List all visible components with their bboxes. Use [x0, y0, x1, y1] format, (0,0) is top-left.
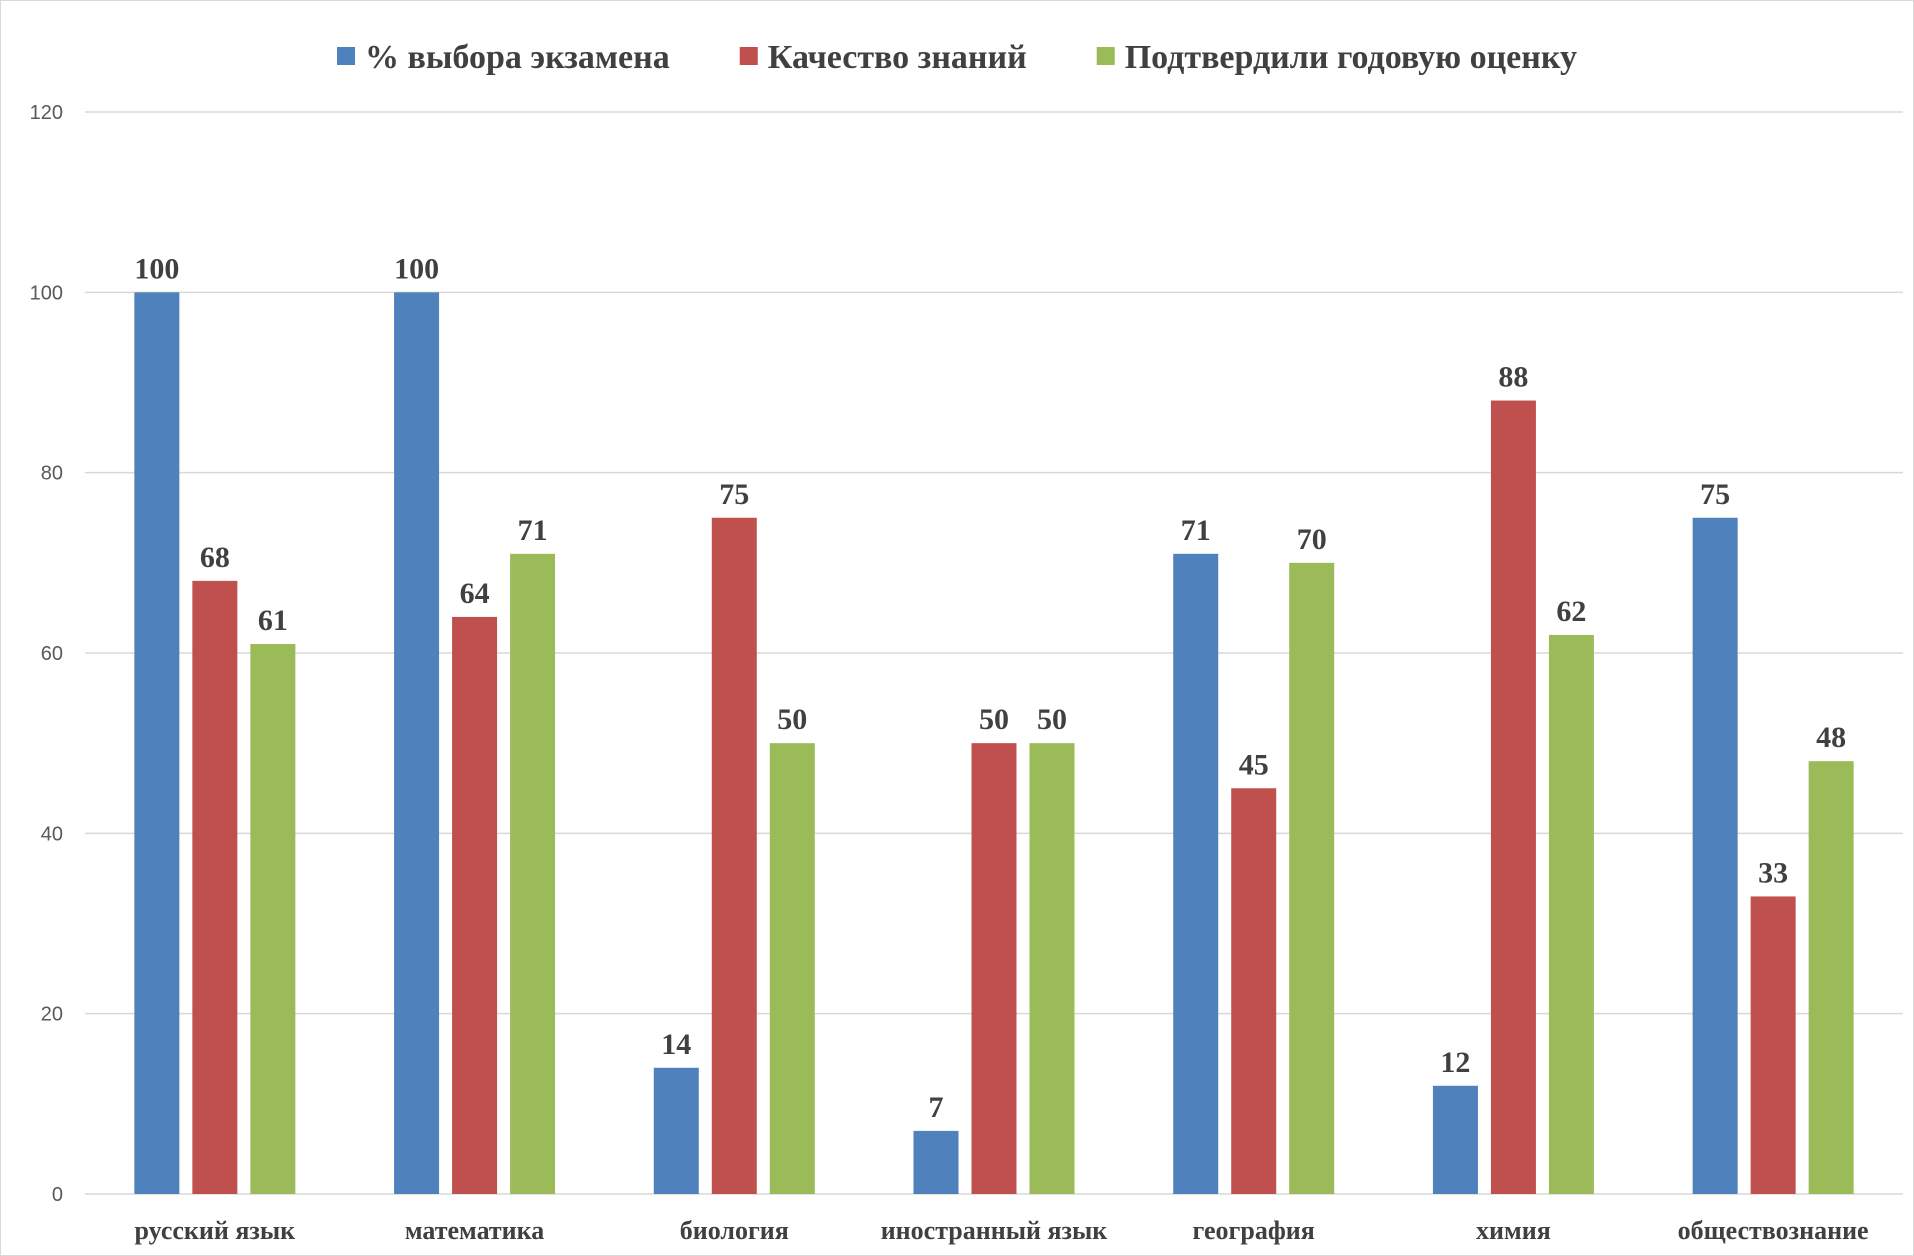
- bar: [1548, 634, 1594, 1194]
- y-tick-label: 80: [41, 463, 63, 485]
- bar: [250, 643, 296, 1194]
- data-label: 48: [1816, 721, 1846, 754]
- data-label: 88: [1498, 361, 1528, 394]
- bar: [1692, 517, 1738, 1194]
- x-axis: русский язык математика биология иностранны…: [135, 1216, 1869, 1245]
- data-labels: 100 68 61 100 64 71 14 75 50 7 50 50 71 45 70 12 88 62 75 3…: [134, 252, 1846, 1124]
- x-category-label: обществознание: [1678, 1216, 1869, 1245]
- y-tick-label: 20: [41, 1004, 63, 1026]
- bar: [394, 292, 440, 1194]
- data-label: 61: [258, 604, 288, 637]
- bar: [1750, 896, 1796, 1194]
- y-tick-label: 60: [41, 643, 63, 665]
- legend: % выбора экзамена Качество знаний Подтверд…: [337, 39, 1577, 76]
- legend-item: % выбора экзамена: [337, 39, 670, 76]
- data-label: 12: [1440, 1046, 1470, 1079]
- legend-swatch: [337, 47, 356, 65]
- legend-swatch: [1096, 47, 1115, 65]
- y-tick-label: 0: [52, 1184, 63, 1206]
- legend-item: Качество знаний: [739, 39, 1027, 76]
- legend-item: Подтвердили годовую оценку: [1096, 39, 1577, 76]
- legend-label: Подтвердили годовую оценку: [1125, 39, 1577, 76]
- data-label: 7: [929, 1091, 944, 1124]
- bar: [1029, 743, 1075, 1194]
- data-label: 100: [134, 252, 179, 285]
- bar: [711, 517, 757, 1194]
- x-category-label: русский язык: [135, 1216, 296, 1245]
- legend-label: Качество знаний: [768, 39, 1027, 76]
- legend-label: % выбора экзамена: [365, 39, 670, 76]
- data-label: 50: [979, 703, 1009, 736]
- bar: [192, 580, 238, 1194]
- bar: [913, 1130, 959, 1194]
- bar: [452, 616, 498, 1194]
- data-label: 45: [1239, 748, 1269, 781]
- y-tick-label: 120: [30, 102, 63, 124]
- legend-swatch: [739, 47, 758, 65]
- bar: [769, 743, 815, 1194]
- data-label: 64: [460, 577, 490, 610]
- data-label: 50: [777, 703, 807, 736]
- bars: [134, 292, 1854, 1194]
- x-category-label: география: [1193, 1216, 1315, 1245]
- y-axis: 0 20 40 60 80 100 120: [30, 102, 63, 1206]
- bar: [1808, 761, 1854, 1194]
- bar: [510, 553, 556, 1194]
- data-label: 70: [1297, 523, 1327, 556]
- bar: [971, 743, 1017, 1194]
- bar: [1490, 400, 1536, 1194]
- data-label: 62: [1556, 595, 1586, 628]
- data-label: 68: [200, 541, 230, 574]
- x-category-label: биология: [680, 1216, 789, 1245]
- data-label: 75: [719, 478, 749, 511]
- bar: [1231, 788, 1277, 1194]
- data-label: 100: [394, 252, 439, 285]
- x-category-label: иностранный язык: [881, 1216, 1108, 1245]
- bar: [653, 1067, 699, 1194]
- data-label: 71: [518, 514, 548, 547]
- bar: [1432, 1085, 1478, 1194]
- data-label: 33: [1758, 856, 1788, 889]
- data-label: 75: [1700, 478, 1730, 511]
- y-tick-label: 40: [41, 823, 63, 845]
- bar: [134, 292, 180, 1194]
- y-tick-label: 100: [30, 282, 63, 304]
- data-label: 71: [1181, 514, 1211, 547]
- x-category-label: математика: [405, 1216, 544, 1245]
- bar: [1173, 553, 1219, 1194]
- bar: [1289, 562, 1335, 1194]
- x-category-label: химия: [1476, 1216, 1551, 1245]
- data-label: 14: [661, 1028, 691, 1061]
- data-label: 50: [1037, 703, 1067, 736]
